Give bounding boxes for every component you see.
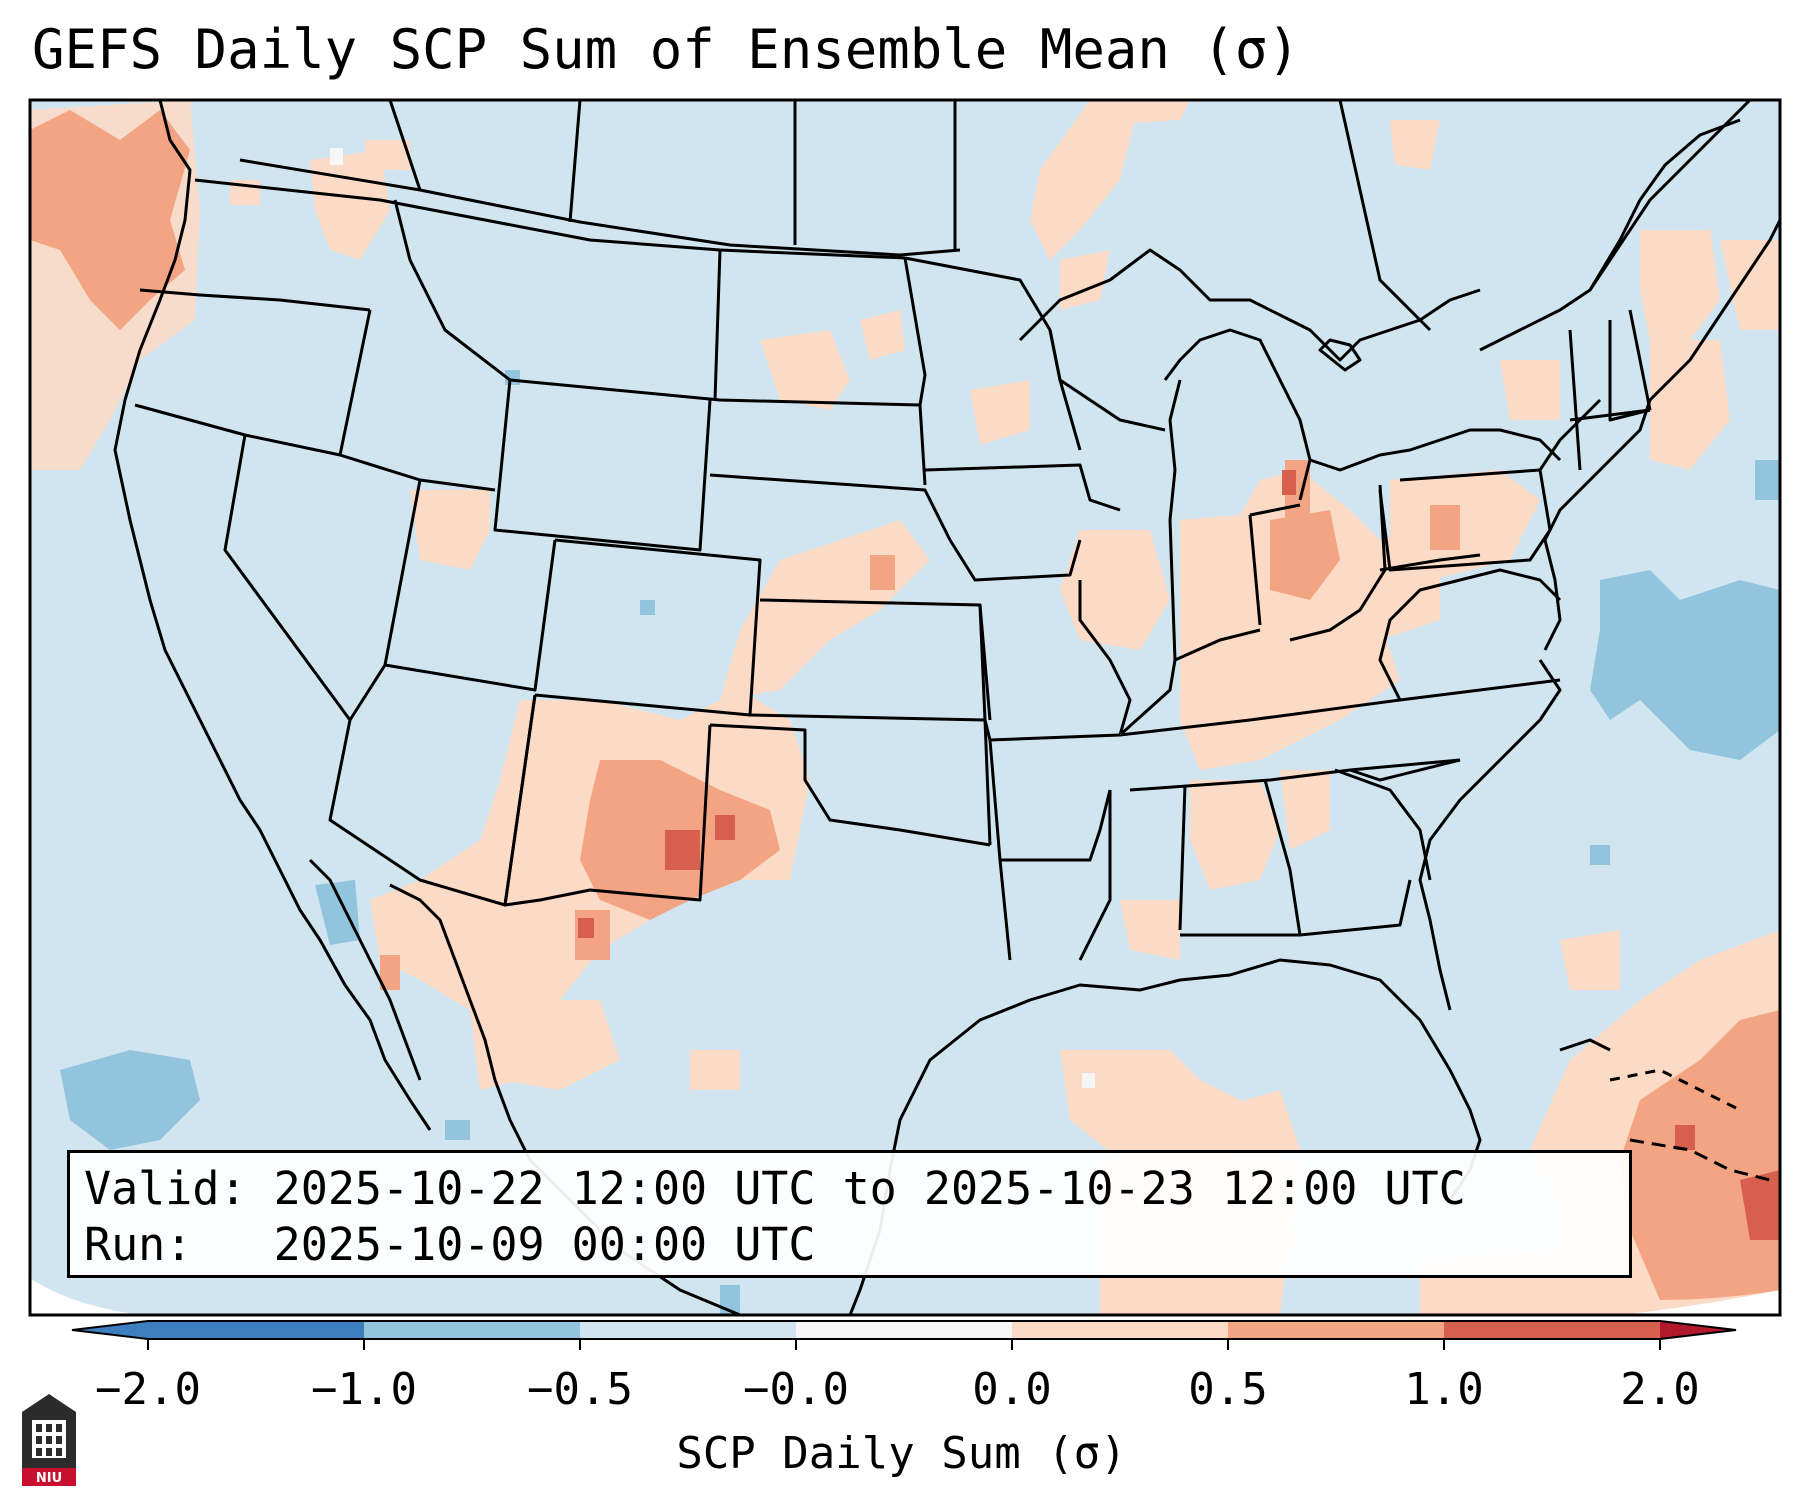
map-title: GEFS Daily SCP Sum of Ensemble Mean (σ) [32,18,1300,81]
logo-text: NIU [36,1471,62,1486]
colorbar-extend-right [1660,1321,1736,1339]
colorbar-segment [148,1321,364,1339]
run-time-line: Run: 2025-10-09 00:00 UTC [84,1218,816,1271]
colorbar-segment [364,1321,580,1339]
niu-logo-icon: NIU [22,1394,76,1486]
colorbar-tick-label: 0.0 [972,1364,1052,1415]
colorbar-tick-label: 1.0 [1404,1364,1484,1415]
province-borders [239,100,1432,332]
colorbar-segment [796,1321,1012,1339]
colorbar-ticks [147,1339,1661,1350]
colorbar [71,1320,1737,1350]
valid-run-info-box: Valid: 2025-10-22 12:00 UTC to 2025-10-2… [67,1150,1632,1278]
colorbar-tick-label: −0.5 [527,1364,633,1415]
colorbar-label: SCP Daily Sum (σ) [676,1428,1127,1479]
state-borders [134,178,1652,961]
colorbar-extend-left [72,1321,148,1339]
colorbar-tick-label: −0.0 [743,1364,849,1415]
colorbar-segment [1012,1321,1228,1339]
caribbean-islands [1559,1038,1771,1182]
colorbar-segment [580,1321,796,1339]
map-frame [28,98,1782,1317]
colorbar-segment [1444,1321,1660,1339]
map-field [30,100,1780,1315]
valid-time-line: Valid: 2025-10-22 12:00 UTC to 2025-10-2… [84,1162,1466,1215]
colorbar-tick-label: 0.5 [1188,1364,1268,1415]
projected-domain [30,100,1780,1315]
colorbar-tick-label: −2.0 [95,1364,201,1415]
colorbar-tick-label: 2.0 [1620,1364,1700,1415]
colorbar-segment [1228,1321,1444,1339]
colorbar-tick-label: −1.0 [311,1364,417,1415]
